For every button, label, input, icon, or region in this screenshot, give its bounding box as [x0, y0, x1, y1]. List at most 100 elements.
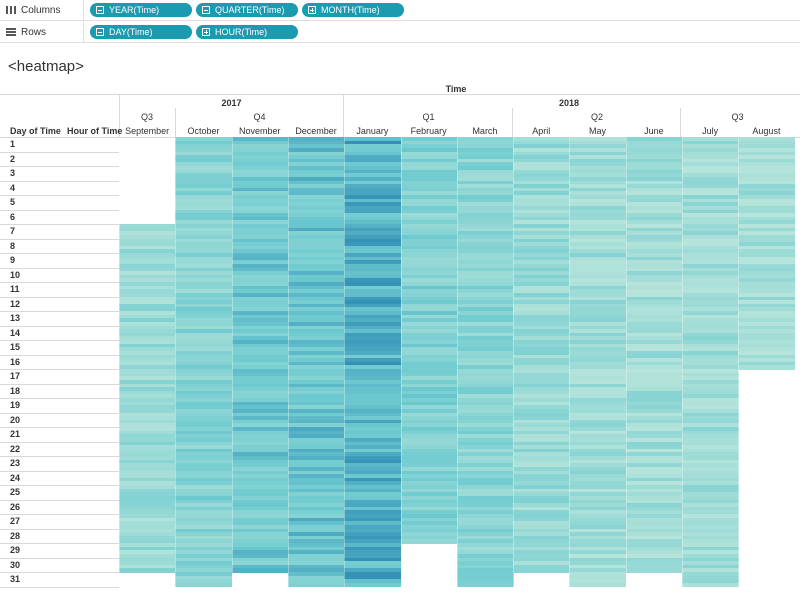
heatmap-cell[interactable]: [569, 256, 627, 261]
heatmap-cell[interactable]: [175, 546, 233, 551]
heatmap-cell[interactable]: [513, 456, 570, 461]
heatmap-cell[interactable]: [119, 434, 176, 439]
heatmap-cell[interactable]: [175, 466, 233, 471]
heatmap-cell[interactable]: [400, 318, 458, 323]
heatmap-cell[interactable]: [400, 155, 458, 160]
heatmap-cell[interactable]: [400, 441, 458, 446]
heatmap-cell[interactable]: [344, 369, 401, 374]
heatmap-cell[interactable]: [231, 376, 289, 381]
heatmap-cell[interactable]: [738, 249, 796, 254]
heatmap-cell[interactable]: [400, 176, 458, 181]
heatmap-cell[interactable]: [569, 155, 627, 160]
heatmap-cell[interactable]: [738, 162, 796, 167]
heatmap-cell[interactable]: [456, 463, 514, 468]
heatmap-cell[interactable]: [119, 568, 176, 573]
heatmap-cell[interactable]: [625, 510, 683, 515]
heatmap-cell[interactable]: [175, 198, 233, 203]
heatmap-cell[interactable]: [456, 365, 514, 370]
heatmap-cell[interactable]: [625, 137, 683, 142]
heatmap-cell[interactable]: [231, 278, 289, 283]
heatmap-cell[interactable]: [231, 169, 289, 174]
heatmap-cell[interactable]: [569, 343, 627, 348]
heatmap-cell[interactable]: [400, 234, 458, 239]
heatmap-cell[interactable]: [344, 405, 401, 410]
heatmap-cell[interactable]: [682, 220, 739, 225]
heatmap-cell[interactable]: [456, 307, 514, 312]
heatmap-cell[interactable]: [344, 234, 401, 239]
heatmap-cell[interactable]: [456, 209, 514, 214]
heatmap-cell[interactable]: [456, 379, 514, 384]
heatmap-cell[interactable]: [231, 274, 289, 279]
heatmap-cell[interactable]: [625, 448, 683, 453]
heatmap-cell[interactable]: [569, 477, 627, 482]
heatmap-cell[interactable]: [287, 292, 345, 297]
heatmap-cell[interactable]: [344, 278, 401, 283]
heatmap-cell[interactable]: [119, 387, 176, 392]
heatmap-cell[interactable]: [400, 282, 458, 287]
heatmap-cell[interactable]: [513, 314, 570, 319]
heatmap-cell[interactable]: [682, 187, 739, 192]
heatmap-cell[interactable]: [400, 419, 458, 424]
heatmap-cell[interactable]: [287, 202, 345, 207]
heatmap-cell[interactable]: [569, 350, 627, 355]
heatmap-cell[interactable]: [344, 296, 401, 301]
heatmap-cell[interactable]: [344, 358, 401, 363]
heatmap-cell[interactable]: [119, 495, 176, 500]
heatmap-cell[interactable]: [625, 274, 683, 279]
heatmap-cell[interactable]: [513, 213, 570, 218]
heatmap-cell[interactable]: [231, 292, 289, 297]
heatmap-cell[interactable]: [456, 314, 514, 319]
heatmap-cell[interactable]: [625, 437, 683, 442]
heatmap-cell[interactable]: [569, 238, 627, 243]
heatmap-cell[interactable]: [287, 561, 345, 566]
heatmap-cell[interactable]: [456, 524, 514, 529]
heatmap-cell[interactable]: [569, 369, 627, 374]
heatmap-cell[interactable]: [231, 506, 289, 511]
heatmap-cell[interactable]: [682, 242, 739, 247]
heatmap-cell[interactable]: [175, 575, 233, 580]
heatmap-cell[interactable]: [344, 198, 401, 203]
heatmap-cell[interactable]: [344, 430, 401, 435]
heatmap-cell[interactable]: [175, 325, 233, 330]
heatmap-cell[interactable]: [287, 528, 345, 533]
heatmap-cell[interactable]: [231, 245, 289, 250]
heatmap-cell[interactable]: [456, 441, 514, 446]
heatmap-cell[interactable]: [287, 147, 345, 152]
heatmap-cell[interactable]: [682, 376, 739, 381]
heatmap-cell[interactable]: [738, 340, 796, 345]
heatmap-cell[interactable]: [625, 481, 683, 486]
heatmap-cell[interactable]: [400, 263, 458, 268]
heatmap-cell[interactable]: [456, 292, 514, 297]
heatmap-cell[interactable]: [400, 448, 458, 453]
heatmap-cell[interactable]: [625, 543, 683, 548]
heatmap-cell[interactable]: [287, 227, 345, 232]
heatmap-cell[interactable]: [287, 492, 345, 497]
heatmap-cell[interactable]: [175, 340, 233, 345]
heatmap-cell[interactable]: [682, 463, 739, 468]
heatmap-cell[interactable]: [513, 238, 570, 243]
heatmap-cell[interactable]: [119, 517, 176, 522]
heatmap-cell[interactable]: [738, 347, 796, 352]
heatmap-cell[interactable]: [682, 365, 739, 370]
heatmap-cell[interactable]: [569, 546, 627, 551]
heatmap-cell[interactable]: [456, 195, 514, 200]
heatmap-cell[interactable]: [738, 282, 796, 287]
heatmap-cell[interactable]: [400, 408, 458, 413]
heatmap-cell[interactable]: [344, 423, 401, 428]
heatmap-cell[interactable]: [344, 553, 401, 558]
heatmap-cell[interactable]: [682, 553, 739, 558]
heatmap-cell[interactable]: [119, 474, 176, 479]
heatmap-cell[interactable]: [231, 514, 289, 519]
heatmap-cell[interactable]: [682, 213, 739, 218]
heatmap-cell[interactable]: [682, 514, 739, 519]
heatmap-cell[interactable]: [287, 372, 345, 377]
heatmap-cell[interactable]: [344, 419, 401, 424]
heatmap-cell[interactable]: [287, 575, 345, 580]
heatmap-cell[interactable]: [625, 311, 683, 316]
heatmap-cell[interactable]: [287, 347, 345, 352]
heatmap-cell[interactable]: [569, 379, 627, 384]
heatmap-cell[interactable]: [513, 140, 570, 145]
heatmap-cell[interactable]: [456, 506, 514, 511]
heatmap-cell[interactable]: [119, 292, 176, 297]
heatmap-cell[interactable]: [175, 459, 233, 464]
